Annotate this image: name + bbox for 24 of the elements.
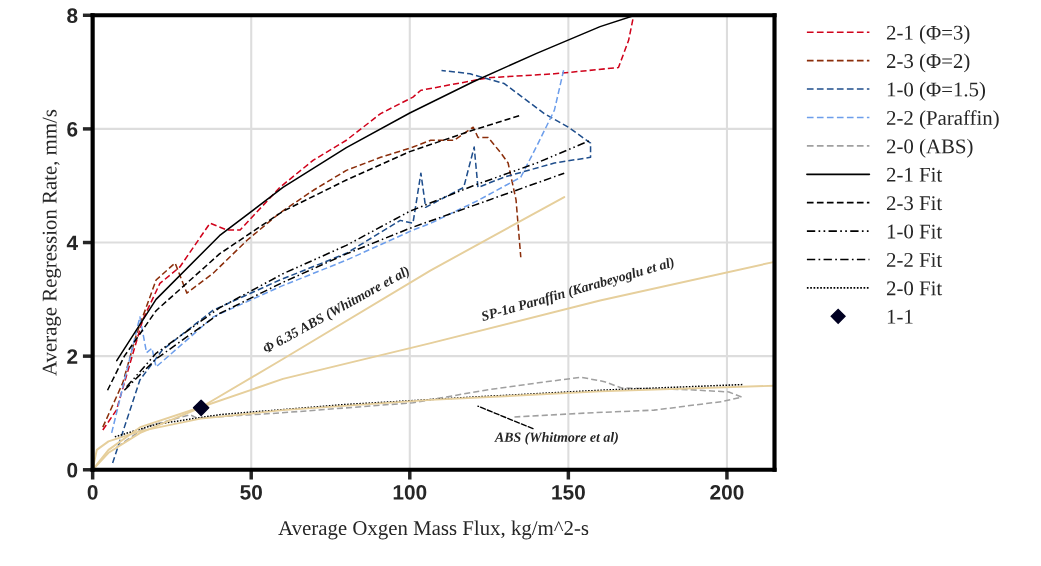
x-tick-label: 50 (240, 484, 262, 500)
legend-label: 2-3 Fit (886, 196, 943, 211)
x-tick-label: 200 (710, 484, 744, 500)
legend-label: 2-2 Fit (886, 252, 943, 267)
legend-label: 1-0 Fit (887, 224, 943, 239)
y-tick-label: 2 (67, 349, 78, 364)
x-axis-title: Average Oxgen Mass Flux, kg/m^2-s (278, 520, 589, 540)
legend-label: 2-1 (Φ=3) (886, 25, 970, 44)
legend-label: 2-1 Fit (886, 167, 943, 182)
x-tick-label: 150 (552, 484, 585, 500)
legend-label: 2-3 (Φ=2) (886, 53, 970, 73)
x-tick-label: 100 (393, 484, 427, 500)
legend-label: 2-2 (Paraffin) (886, 110, 999, 130)
legend-label: 2-0 (ABS) (886, 138, 973, 158)
legend-label: 2-0 Fit (886, 281, 943, 296)
legend-label: 1-1 (887, 309, 913, 324)
y-tick-label: 6 (67, 121, 78, 137)
y-tick-label: 8 (67, 8, 78, 24)
y-axis-title: Average Regression Rate, mm/s (42, 109, 61, 376)
annotation: ABS (Whitmore et al) (494, 432, 618, 445)
legend-label: 1-0 (Φ=1.5) (887, 81, 986, 101)
y-tick-label: 0 (67, 462, 78, 478)
x-tick-label: 0 (87, 484, 98, 500)
y-tick-label: 4 (66, 235, 78, 251)
